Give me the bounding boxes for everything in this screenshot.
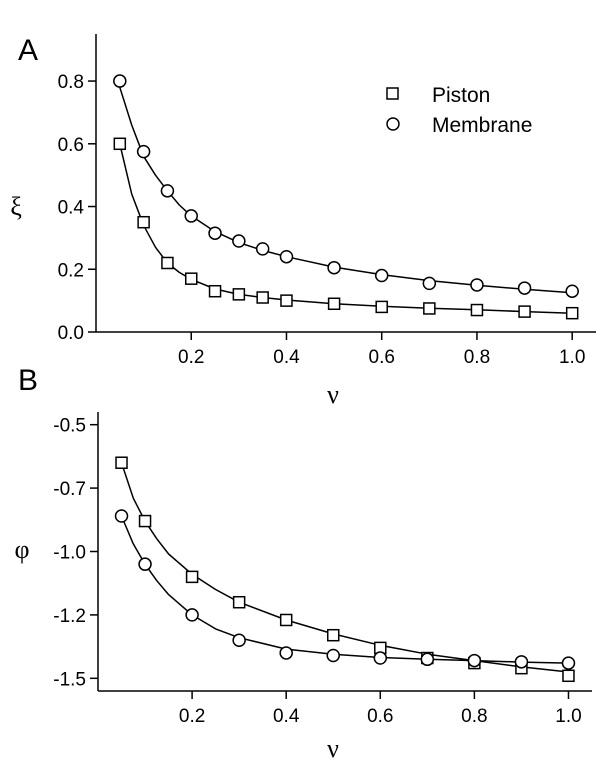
piston-point xyxy=(423,302,436,315)
piston-point xyxy=(208,284,222,298)
piston-point xyxy=(256,291,269,304)
y-tick-label: 0.8 xyxy=(58,72,84,93)
panel-b-yticks: -0.5 -0.7 -1.0 -1.2 -1.5 xyxy=(53,416,98,690)
x-tick-label: 1.0 xyxy=(555,706,581,727)
piston-point xyxy=(326,628,340,642)
legend-piston-label: Piston xyxy=(432,84,490,107)
x-tick-label: 0.4 xyxy=(273,706,300,727)
y-tick-label: 0.2 xyxy=(58,260,84,281)
panel-a-ylabel: ξ xyxy=(10,192,22,221)
membrane-fit-line xyxy=(120,515,569,664)
piston-point xyxy=(184,272,198,285)
panel-a-xticks: 0.2 0.4 0.6 0.8 1.0 xyxy=(178,332,585,368)
panel-b-label: B xyxy=(18,364,38,397)
membrane-point xyxy=(232,234,246,248)
piston-point xyxy=(138,514,152,528)
x-tick-label: 0.8 xyxy=(461,706,487,727)
membrane-point xyxy=(185,608,199,622)
panel-a-label: A xyxy=(18,34,38,67)
piston-point xyxy=(115,456,128,469)
piston-point xyxy=(565,306,579,320)
x-tick-label: 0.6 xyxy=(367,706,393,727)
y-tick-label: -0.5 xyxy=(53,416,86,437)
membrane-point xyxy=(255,242,270,256)
membrane-point xyxy=(514,655,529,669)
panel-b: B φ ν 0.2 0.4 0.6 0.8 1.0 -0.5 -0.7 -1.0 -1.2 -1… xyxy=(14,364,592,763)
piston-point xyxy=(327,297,341,311)
membrane-point xyxy=(422,276,437,291)
x-tick-label: 1.0 xyxy=(559,347,585,368)
membrane-point xyxy=(279,249,294,264)
panel-a-axes xyxy=(95,34,596,333)
legend-piston-marker xyxy=(386,87,399,100)
panel-a-xlabel: ν xyxy=(327,380,339,409)
piston-point xyxy=(518,305,531,318)
legend-membrane-marker xyxy=(386,117,400,131)
piston-point xyxy=(375,300,388,314)
panel-b-plot-area xyxy=(114,456,576,683)
panel-a-legend: Piston Membrane xyxy=(386,84,532,137)
piston-point xyxy=(280,294,293,307)
panel-b-xticks: 0.2 0.4 0.6 0.8 1.0 xyxy=(179,691,582,727)
x-tick-label: 0.2 xyxy=(179,706,205,727)
piston-fit-line xyxy=(120,462,569,673)
membrane-point xyxy=(565,284,579,298)
membrane-point xyxy=(160,184,175,198)
panel-a-plot-area xyxy=(113,74,579,320)
y-tick-label: -1.0 xyxy=(53,543,86,564)
y-tick-label: 0.6 xyxy=(58,135,84,156)
membrane-point xyxy=(208,226,222,240)
piston-point xyxy=(161,256,174,270)
membrane-point xyxy=(184,209,198,223)
x-tick-label: 0.6 xyxy=(369,347,395,368)
piston-point xyxy=(470,303,484,317)
piston-point xyxy=(185,570,199,584)
membrane-point xyxy=(470,278,484,292)
membrane-point xyxy=(279,646,293,660)
panel-b-ylabel: φ xyxy=(14,535,29,564)
membrane-point xyxy=(373,651,388,665)
panel-b-axes xyxy=(97,412,592,692)
membrane-point xyxy=(326,648,340,663)
panel-a-yticks: 0.0 0.2 0.4 0.6 0.8 xyxy=(58,72,96,344)
panel-b-xlabel: ν xyxy=(327,734,339,763)
membrane-point xyxy=(561,656,576,670)
piston-point xyxy=(137,215,150,229)
piston-point xyxy=(113,137,127,151)
y-tick-label: -1.2 xyxy=(53,606,86,627)
y-tick-label: -0.7 xyxy=(53,479,86,500)
membrane-point xyxy=(374,268,389,283)
x-tick-label: 0.2 xyxy=(178,347,204,368)
y-tick-label: -1.5 xyxy=(53,669,86,690)
piston-point xyxy=(562,669,575,683)
membrane-point xyxy=(420,652,435,667)
membrane-point xyxy=(114,509,129,523)
membrane-point xyxy=(327,260,341,275)
membrane-point xyxy=(138,557,152,571)
panel-a: A ξ ν 0.2 0.4 0.6 0.8 1.0 0.0 0.2 0.4 0.6 0.8 Pi… xyxy=(10,34,596,409)
membrane-point xyxy=(136,144,151,159)
piston-point xyxy=(232,288,246,301)
membrane-point xyxy=(113,74,127,88)
legend-membrane-label: Membrane xyxy=(432,114,532,137)
x-tick-label: 0.4 xyxy=(273,347,300,368)
membrane-point xyxy=(232,633,246,648)
membrane-point xyxy=(467,653,482,668)
x-tick-label: 0.8 xyxy=(464,347,490,368)
piston-point xyxy=(279,613,293,627)
y-tick-label: 0.4 xyxy=(58,198,85,219)
membrane-point xyxy=(517,281,532,295)
piston-point xyxy=(232,595,246,609)
y-tick-label: 0.0 xyxy=(58,323,84,344)
